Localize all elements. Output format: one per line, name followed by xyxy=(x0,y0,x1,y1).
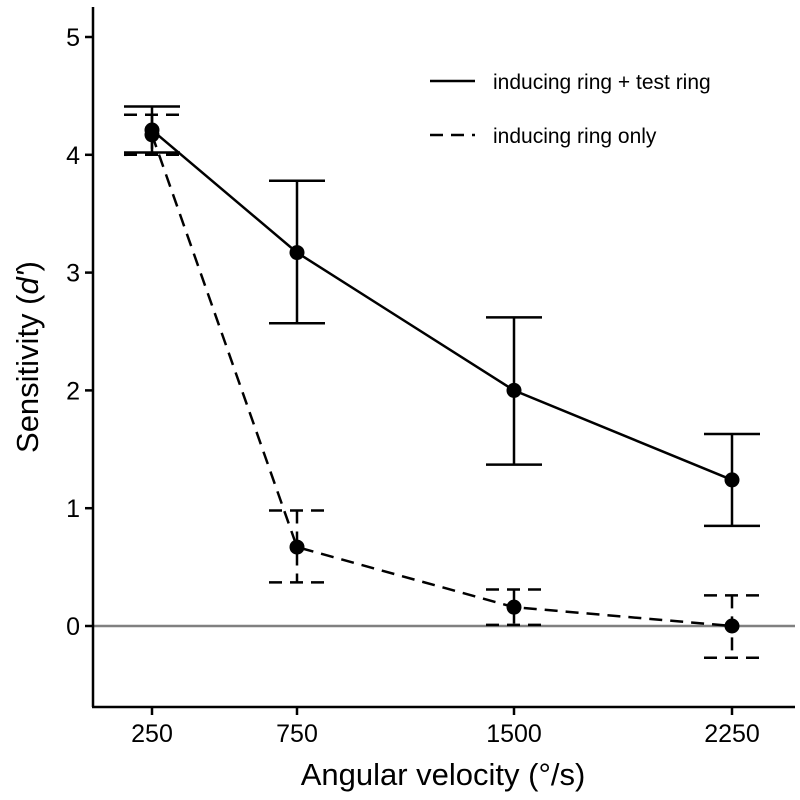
y-tick-label: 0 xyxy=(66,613,80,641)
y-axis-title: Sensitivity (d') xyxy=(10,261,45,453)
legend-label-series-2: inducing ring only xyxy=(493,125,657,148)
y-tick-label: 5 xyxy=(66,24,80,52)
data-point xyxy=(506,382,522,398)
data-point xyxy=(724,472,740,488)
x-axis-title: Angular velocity (°/s) xyxy=(301,757,586,792)
series-line xyxy=(150,134,733,628)
data-point xyxy=(289,539,305,555)
plot-area xyxy=(93,105,795,660)
series-2 xyxy=(124,113,760,660)
y-axis-title-suffix: ) xyxy=(10,261,45,271)
series-line xyxy=(151,129,733,482)
ticks: 0 1 2 3 4 5 250 750 1500 2250 xyxy=(66,24,760,748)
legend-label-series-1: inducing ring + test ring xyxy=(493,71,711,94)
y-axis-title-prefix: Sensitivity ( xyxy=(10,294,45,453)
x-tick-label: 750 xyxy=(276,720,318,748)
x-tick-label: 1500 xyxy=(486,720,542,748)
data-point xyxy=(506,599,522,615)
series-1 xyxy=(124,105,760,528)
x-tick-label: 2250 xyxy=(704,720,760,748)
y-tick-label: 1 xyxy=(66,495,80,523)
data-point xyxy=(144,127,160,143)
y-tick-label: 3 xyxy=(66,260,80,288)
axes xyxy=(91,7,795,709)
y-axis-title-italic: d' xyxy=(10,270,45,294)
x-tick-label: 250 xyxy=(131,720,173,748)
y-tick-label: 4 xyxy=(66,142,80,170)
y-tick-label: 2 xyxy=(66,377,80,405)
data-point xyxy=(724,618,740,634)
legend: inducing ring + test ring inducing ring … xyxy=(430,71,711,148)
data-point xyxy=(289,245,305,261)
